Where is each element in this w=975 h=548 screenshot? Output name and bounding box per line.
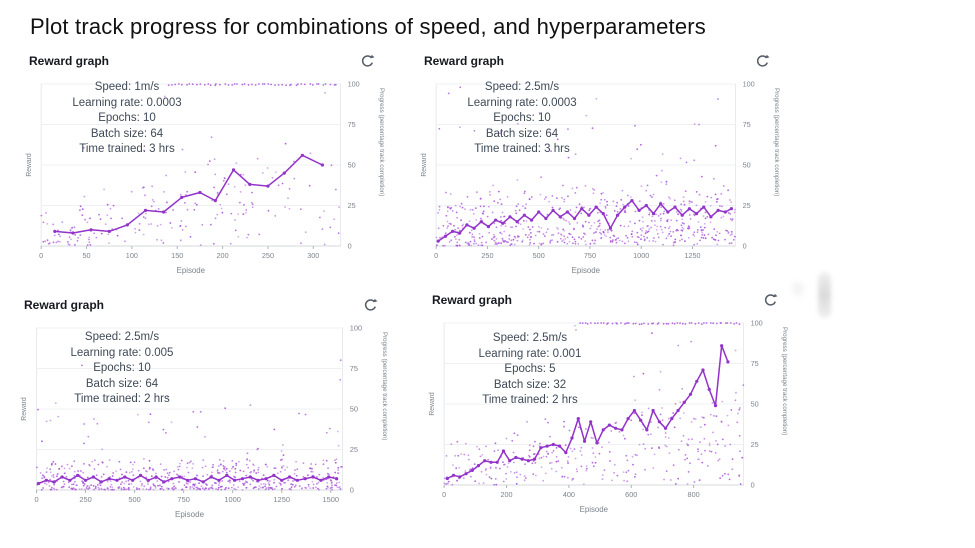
svg-text:0: 0 bbox=[350, 486, 354, 495]
svg-text:250: 250 bbox=[262, 251, 274, 260]
refresh-icon bbox=[756, 54, 769, 67]
svg-text:0: 0 bbox=[434, 251, 438, 260]
svg-text:Episode: Episode bbox=[572, 266, 600, 275]
reward-graph-panel-2: Reward graph 0 25 50 75 100 0 250 500 750 1000 125… bbox=[420, 50, 780, 287]
svg-text:150: 150 bbox=[171, 251, 183, 260]
svg-text:250: 250 bbox=[79, 495, 91, 504]
svg-text:Reward: Reward bbox=[21, 397, 28, 421]
svg-text:200: 200 bbox=[500, 490, 512, 499]
svg-text:25: 25 bbox=[751, 440, 759, 449]
svg-text:Reward: Reward bbox=[421, 153, 428, 177]
panel-header: Reward graph bbox=[20, 294, 388, 314]
svg-text:750: 750 bbox=[177, 495, 189, 504]
svg-text:50: 50 bbox=[348, 161, 356, 170]
panel-header: Reward graph bbox=[420, 50, 780, 70]
reward-graph-panel-3: Reward graph 0 25 50 75 100 0 250 500 750 1000 125… bbox=[20, 294, 388, 534]
svg-text:300: 300 bbox=[307, 251, 319, 260]
svg-text:500: 500 bbox=[128, 495, 140, 504]
svg-text:100: 100 bbox=[348, 80, 360, 89]
refresh-icon bbox=[764, 293, 777, 306]
svg-text:400: 400 bbox=[563, 490, 575, 499]
page-title: Plot track progress for combinations of … bbox=[30, 14, 706, 39]
svg-text:Progress (percentage track com: Progress (percentage track completion) bbox=[773, 88, 780, 196]
svg-text:25: 25 bbox=[350, 445, 358, 454]
svg-text:75: 75 bbox=[348, 120, 356, 129]
svg-text:100: 100 bbox=[126, 251, 138, 260]
svg-text:50: 50 bbox=[82, 251, 90, 260]
svg-text:Progress (percentage track com: Progress (percentage track completion) bbox=[781, 327, 788, 435]
svg-text:250: 250 bbox=[481, 251, 493, 260]
svg-text:1000: 1000 bbox=[633, 251, 649, 260]
panel-title: Reward graph bbox=[29, 54, 110, 68]
reward-chart: 0 25 50 75 100 0 50 100 150 200 250 300 Episode Rewar… bbox=[26, 80, 385, 275]
reward-graph-panel-4: Reward graph 0 25 50 75 100 0 200 400 600 800 Epis… bbox=[428, 289, 788, 532]
svg-text:0: 0 bbox=[348, 242, 352, 251]
svg-text:Episode: Episode bbox=[580, 505, 608, 514]
refresh-button[interactable] bbox=[362, 297, 378, 313]
svg-text:500: 500 bbox=[533, 251, 545, 260]
svg-text:1250: 1250 bbox=[273, 495, 290, 504]
svg-text:800: 800 bbox=[688, 490, 700, 499]
refresh-icon bbox=[361, 54, 374, 67]
svg-text:0: 0 bbox=[34, 495, 38, 504]
svg-text:100: 100 bbox=[751, 319, 763, 328]
svg-text:Episode: Episode bbox=[177, 266, 205, 275]
svg-text:Reward: Reward bbox=[429, 392, 436, 416]
svg-text:Episode: Episode bbox=[175, 510, 205, 519]
scrollbar-thumb[interactable] bbox=[818, 272, 831, 318]
svg-text:25: 25 bbox=[348, 201, 356, 210]
panel-header: Reward graph bbox=[25, 50, 385, 70]
svg-text:600: 600 bbox=[625, 490, 637, 499]
svg-text:1500: 1500 bbox=[322, 495, 339, 504]
svg-text:50: 50 bbox=[743, 161, 751, 170]
svg-text:200: 200 bbox=[217, 251, 229, 260]
svg-text:Reward: Reward bbox=[26, 153, 33, 177]
svg-text:50: 50 bbox=[350, 405, 358, 414]
svg-text:Progress (percentage track com: Progress (percentage track completion) bbox=[378, 88, 385, 196]
svg-text:750: 750 bbox=[584, 251, 596, 260]
refresh-button[interactable] bbox=[359, 53, 375, 69]
svg-text:25: 25 bbox=[743, 201, 751, 210]
svg-text:50: 50 bbox=[751, 400, 759, 409]
panel-header: Reward graph bbox=[428, 289, 788, 309]
svg-text:75: 75 bbox=[751, 359, 759, 368]
panel-title: Reward graph bbox=[424, 54, 505, 68]
svg-text:1250: 1250 bbox=[684, 251, 700, 260]
background-smudge bbox=[792, 282, 804, 296]
panel-title: Reward graph bbox=[24, 298, 105, 312]
svg-text:Progress (percentage track com: Progress (percentage track completion) bbox=[381, 332, 388, 440]
svg-text:100: 100 bbox=[743, 80, 755, 89]
svg-text:75: 75 bbox=[350, 364, 358, 373]
reward-chart: 0 25 50 75 100 0 200 400 600 800 Episode Reward Prog… bbox=[429, 319, 788, 514]
svg-text:1000: 1000 bbox=[224, 495, 241, 504]
svg-text:100: 100 bbox=[350, 324, 362, 333]
refresh-button[interactable] bbox=[754, 53, 770, 69]
refresh-icon bbox=[364, 298, 377, 311]
svg-text:0: 0 bbox=[39, 251, 43, 260]
refresh-button[interactable] bbox=[762, 292, 778, 308]
svg-text:75: 75 bbox=[743, 120, 751, 129]
svg-text:0: 0 bbox=[743, 242, 747, 251]
svg-text:0: 0 bbox=[751, 481, 755, 490]
reward-graph-panel-1: Reward graph 0 25 50 75 100 0 50 100 150 200 250 30… bbox=[25, 50, 385, 287]
panel-title: Reward graph bbox=[432, 293, 513, 307]
svg-text:0: 0 bbox=[442, 490, 446, 499]
